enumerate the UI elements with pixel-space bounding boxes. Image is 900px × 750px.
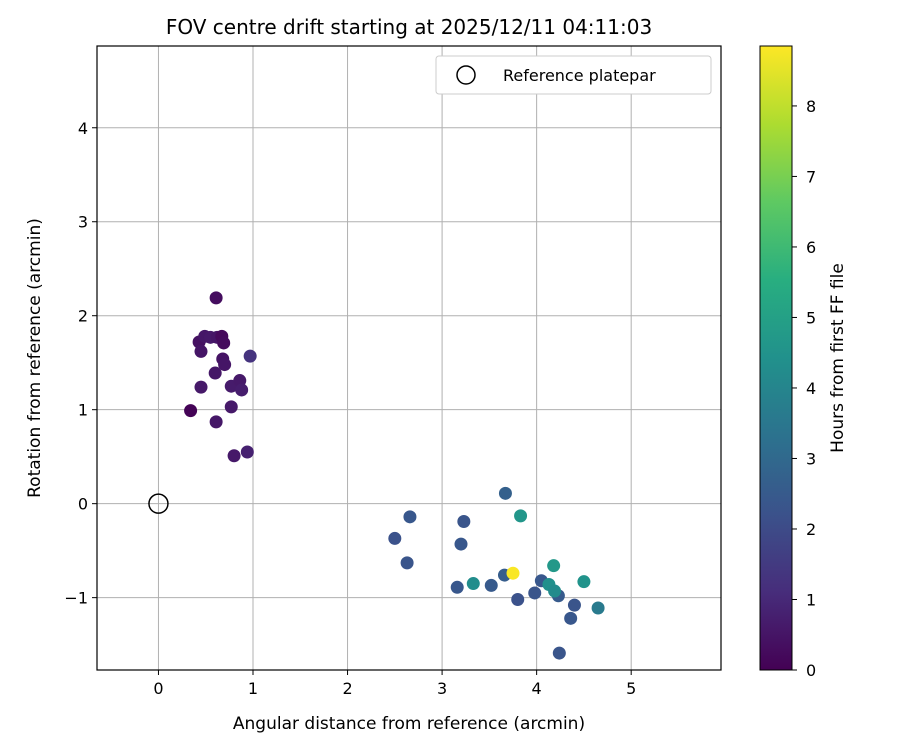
colorbar-tick-label: 2	[806, 520, 816, 539]
x-axis-label: Angular distance from reference (arcmin)	[233, 714, 585, 734]
data-point	[243, 349, 257, 363]
y-tick-label: 0	[78, 495, 88, 514]
y-tick-label: 2	[78, 307, 88, 326]
legend-label: Reference platepar	[503, 66, 656, 85]
data-point	[240, 445, 254, 459]
colorbar-tick-label: 8	[806, 97, 816, 116]
colorbar-gradient	[759, 45, 793, 671]
y-tick-label: 4	[78, 119, 88, 138]
data-point	[208, 366, 222, 380]
data-point	[514, 509, 528, 523]
y-tick-label: 1	[78, 401, 88, 420]
colorbar-tick-label: 4	[806, 379, 816, 398]
legend: Reference platepar	[435, 55, 712, 95]
data-point	[528, 586, 542, 600]
data-point	[209, 291, 223, 305]
y-axis-label: Rotation from reference (arcmin)	[25, 218, 45, 498]
data-point	[450, 580, 464, 594]
data-point	[552, 646, 566, 660]
data-point	[591, 601, 605, 615]
data-point	[194, 344, 208, 358]
data-points	[148, 291, 605, 660]
colorbar-ticks: 0 1 2 3 4 5 6 7 8	[792, 97, 816, 680]
grid	[97, 46, 721, 670]
x-tick-label: 3	[437, 679, 447, 698]
colorbar-tick-label: 7	[806, 167, 816, 186]
x-tick-label: 1	[248, 679, 258, 698]
data-point	[547, 559, 561, 573]
colorbar-tick-label: 6	[806, 238, 816, 257]
colorbar-tick-label: 5	[806, 308, 816, 327]
legend-box	[435, 55, 712, 95]
data-point	[194, 380, 208, 394]
data-point	[577, 575, 591, 589]
y-tick-label: 3	[78, 213, 88, 232]
chart-title: FOV centre drift starting at 2025/12/11 …	[166, 15, 652, 39]
y-tick-label: −1	[64, 589, 88, 608]
colorbar: 0 1 2 3 4 5 6 7 8 Hours from first FF file	[759, 45, 848, 680]
data-point	[454, 537, 468, 551]
x-tick-label: 0	[153, 679, 163, 698]
x-axis-ticks: 0 1 2 3 4 5	[153, 670, 636, 698]
data-point	[564, 611, 578, 625]
data-point	[567, 598, 581, 612]
data-point	[218, 358, 232, 372]
data-point	[511, 593, 525, 607]
colorbar-tick-label: 0	[806, 661, 816, 680]
data-point	[498, 486, 512, 500]
data-point	[466, 577, 480, 591]
data-point	[184, 404, 198, 418]
colorbar-tick-label: 1	[806, 590, 816, 609]
data-point	[217, 336, 231, 350]
x-tick-label: 2	[342, 679, 352, 698]
colorbar-label: Hours from first FF file	[828, 263, 848, 453]
data-point	[548, 584, 562, 598]
reference-marker	[148, 493, 169, 514]
data-point	[224, 400, 238, 414]
data-point	[235, 383, 249, 397]
y-axis-ticks: −1 0 1 2 3 4	[64, 119, 97, 608]
data-point	[388, 531, 402, 545]
x-tick-label: 5	[626, 679, 636, 698]
data-point	[403, 510, 417, 524]
data-point	[484, 578, 498, 592]
data-point	[400, 556, 414, 570]
colorbar-tick-label: 3	[806, 449, 816, 468]
x-tick-label: 4	[532, 679, 542, 698]
data-point	[227, 449, 241, 463]
data-point	[506, 566, 520, 580]
plot-frame	[96, 45, 722, 671]
legend-marker	[456, 65, 476, 85]
data-point	[457, 515, 471, 529]
data-point	[209, 415, 223, 429]
